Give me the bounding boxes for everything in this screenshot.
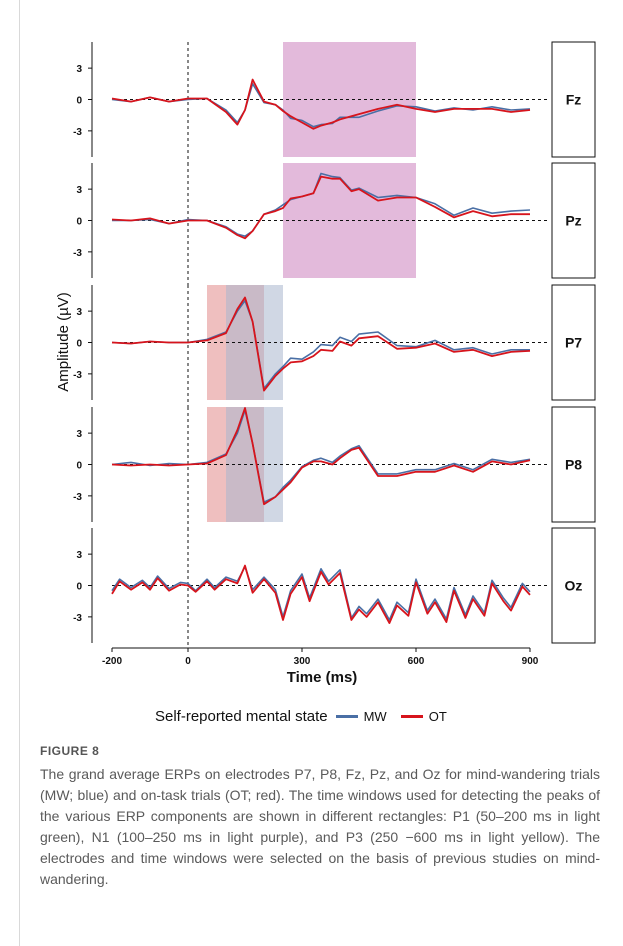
y-tick-label: -3 [73, 370, 82, 381]
panel-p7: 3 0 -3 P7 [73, 284, 596, 408]
y-tick-label: 3 [76, 429, 82, 440]
y-tick-label: 0 [76, 217, 82, 228]
electrode-label: Oz [565, 578, 583, 594]
legend-ot-swatch [400, 714, 423, 718]
electrode-label: Pz [565, 213, 581, 229]
time-window-p8-100-250 [226, 407, 283, 522]
electrode-box [551, 406, 596, 523]
electrode-label: P8 [565, 457, 582, 473]
series-ot-fz [111, 78, 531, 130]
y-tick-label: -3 [73, 613, 82, 624]
left-border-rule [19, 0, 20, 946]
series-ot-p7 [111, 296, 531, 392]
electrode-box [551, 284, 596, 401]
series-ot-oz [111, 564, 531, 624]
series-mw-oz [111, 565, 531, 621]
electrode-box [551, 527, 596, 644]
y-tick-label: 0 [76, 339, 82, 350]
y-tick-label: 3 [76, 307, 82, 318]
y-tick-label: 0 [76, 461, 82, 472]
x-axis-label: Time (ms) [287, 669, 358, 686]
x-tick-label: 600 [408, 656, 425, 667]
y-tick-label: 3 [76, 64, 82, 75]
panel-p8: 3 0 -3 P8 [73, 406, 596, 530]
time-window-p7-100-250 [226, 285, 283, 400]
legend-mw-label: MW [363, 708, 387, 724]
y-tick-label: 3 [76, 185, 82, 196]
figure-caption: The grand average ERPs on electrodes P7,… [40, 766, 600, 887]
legend: Self-reported mental state MW OT [155, 705, 447, 727]
legend-ot-label: OT [428, 708, 447, 724]
electrode-label: P7 [565, 335, 582, 351]
series-mw-p7 [111, 299, 530, 390]
legend-title: Self-reported mental state [155, 707, 328, 725]
y-tick-label: 0 [76, 96, 82, 107]
series-ot-pz [111, 175, 530, 240]
y-tick-label: 0 [76, 582, 82, 593]
x-tick-label: 300 [294, 656, 311, 667]
x-tick-label: 900 [522, 656, 539, 667]
series-mw-p8 [111, 409, 531, 503]
y-tick-label: -3 [73, 492, 82, 503]
panel-pz: 3 0 -3 Pz [73, 162, 596, 286]
panel-oz: 3 0 -3 Oz [73, 527, 596, 649]
figure-label: FIGURE 8 [40, 744, 100, 758]
y-tick-label: -3 [73, 248, 82, 259]
series-ot-p8 [111, 407, 531, 506]
electrode-label: Fz [566, 92, 582, 108]
electrode-box [551, 41, 596, 158]
x-tick-label: 0 [185, 656, 191, 667]
y-tick-label: 3 [76, 550, 82, 561]
erp-figure: Amplitude (µV) 30-3Fz30-3Pz30-3P730-3P83… [55, 41, 596, 686]
legend-mw-swatch [335, 714, 358, 718]
y-axis-label: Amplitude (µV) [55, 292, 72, 392]
x-tick-label: -200 [102, 656, 122, 667]
electrode-box [551, 162, 596, 279]
y-tick-label: -3 [73, 127, 82, 138]
panel-fz: 3 0 -3 Fz [73, 41, 596, 165]
